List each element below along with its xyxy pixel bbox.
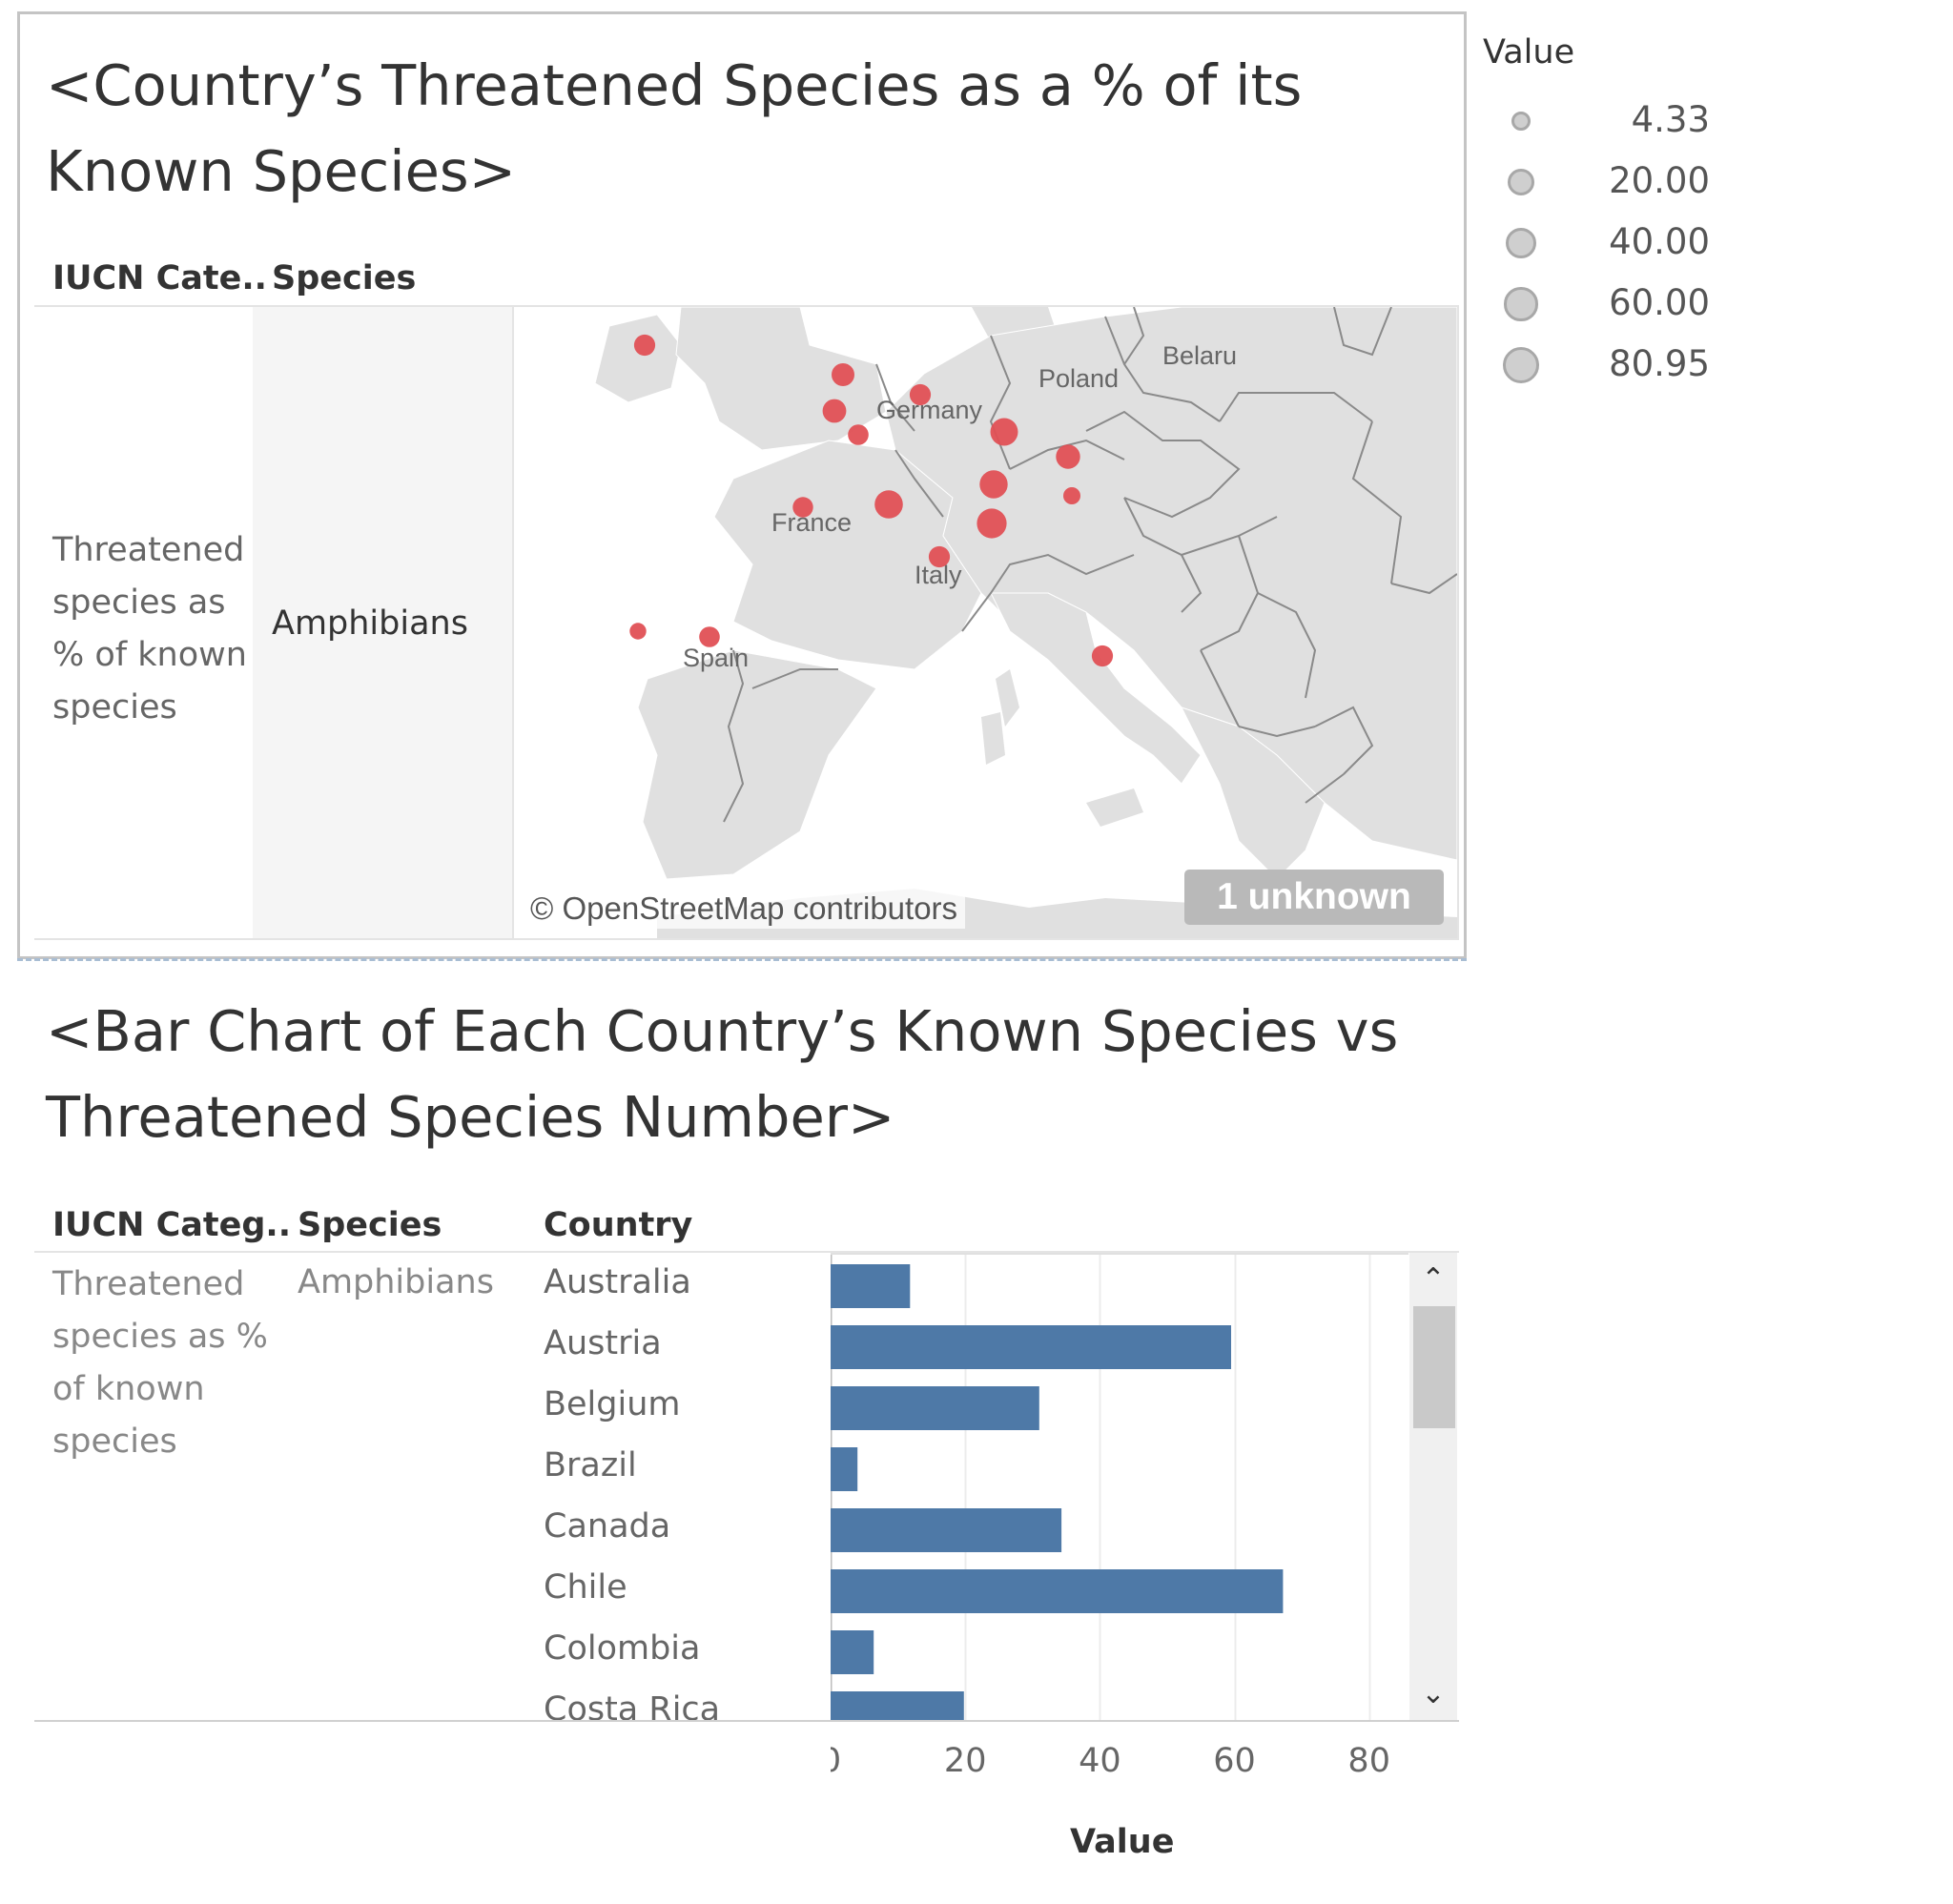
x-tick-label: 0 (831, 1742, 841, 1780)
map-title: <Country’s Threatened Species as a % of … (46, 52, 1303, 204)
bar-costa-rica[interactable] (831, 1691, 964, 1735)
bar-column-header-country[interactable]: Country (544, 1206, 693, 1244)
map-bottom-divider (34, 938, 1459, 940)
legend-label: 20.00 (1609, 160, 1710, 201)
map-label-belarus: Belaru (1162, 341, 1237, 370)
bar-colombia[interactable] (831, 1630, 874, 1674)
country-label[interactable]: Australia (544, 1263, 691, 1301)
map-mark-germany[interactable] (909, 383, 932, 406)
map-mark-france[interactable] (792, 497, 813, 518)
unknown-badge[interactable]: 1 unknown (1184, 870, 1444, 925)
map-mark-italy[interactable] (928, 545, 951, 568)
x-tick-label: 20 (944, 1742, 987, 1780)
bar-column-header-iucn[interactable]: IUCN Categ.. (52, 1206, 292, 1244)
chevron-down-icon[interactable]: ⌄ (1421, 1677, 1446, 1710)
scrollbar-thumb[interactable] (1413, 1306, 1455, 1428)
legend-label: 40.00 (1609, 221, 1710, 262)
legend-item: 80.95 (1483, 337, 1769, 394)
legend-label: 4.33 (1631, 99, 1710, 140)
map-label-germany: Germany (876, 396, 983, 424)
map-mark-luxembourg[interactable] (848, 424, 869, 445)
map-mark-slovakia[interactable] (1056, 444, 1080, 469)
country-label[interactable]: Brazil (544, 1446, 637, 1484)
country-label[interactable]: Chile (544, 1568, 627, 1607)
bar-marks[interactable] (831, 1264, 1284, 1735)
legend-item: 40.00 (1483, 215, 1769, 272)
map-mark-belgium[interactable] (822, 399, 847, 423)
country-label[interactable]: Costa Rica (544, 1690, 721, 1720)
bar-species-value: Amphibians (298, 1263, 494, 1301)
map-marks[interactable] (629, 334, 1114, 667)
country-label[interactable]: Colombia (544, 1629, 701, 1668)
bar-brazil[interactable] (831, 1447, 858, 1491)
x-tick-label: 40 (1079, 1742, 1121, 1780)
map-column-header-iucn[interactable]: IUCN Cate.. (52, 259, 267, 297)
map-mark-greece[interactable] (1091, 645, 1114, 667)
legend-item: 4.33 (1483, 92, 1769, 150)
bar-belgium[interactable] (831, 1386, 1039, 1430)
legend-title: Value (1483, 33, 1575, 72)
size-legend: Value 4.33 20.00 40.00 60.00 80.95 (1483, 33, 1769, 386)
bar-gridlines (830, 1255, 1371, 1720)
country-label[interactable]: Canada (544, 1507, 671, 1546)
legend-label: 60.00 (1609, 282, 1710, 323)
x-axis: 0 20 40 60 80 (820, 1722, 1408, 1798)
map-label-france: France (771, 508, 852, 537)
country-label[interactable]: Belgium (544, 1385, 681, 1423)
map-column-header-species[interactable]: Species (272, 259, 417, 297)
x-tick-label: 60 (1213, 1742, 1256, 1780)
bar-plot-area[interactable] (830, 1253, 1408, 1735)
map-mark-ireland[interactable] (633, 334, 656, 357)
map-mark-netherlands[interactable] (832, 363, 854, 386)
bar-iucn-value: Threatened species as % of known species (52, 1265, 268, 1461)
bar-bottom-divider (34, 1720, 1459, 1722)
header-divider (34, 305, 1459, 307)
legend-size-circle (1511, 112, 1531, 131)
legend-label: 80.95 (1609, 343, 1710, 384)
map-land (594, 307, 1457, 938)
bar-australia[interactable] (831, 1264, 911, 1308)
country-label-column: Australia Austria Belgium Brazil Canada Chile… (534, 1253, 830, 1720)
bar-canada[interactable] (831, 1508, 1062, 1552)
map-mark-slovenia[interactable] (976, 508, 1007, 539)
map-iucn-value: Threatened species as % of known species (52, 531, 247, 727)
map-mark-spain[interactable] (699, 626, 720, 647)
vertical-scrollbar[interactable]: ⌃ ⌄ (1409, 1253, 1457, 1720)
legend-size-circle (1507, 168, 1535, 196)
bar-column-header-species[interactable]: Species (298, 1206, 442, 1244)
map-mark-portugal[interactable] (629, 623, 647, 640)
map-mark-austria[interactable] (979, 470, 1008, 499)
map-species-value: Amphibians (272, 604, 468, 643)
bar-canvas[interactable] (830, 1255, 1408, 1735)
legend-size-circle (1505, 227, 1537, 259)
sheet-divider[interactable] (17, 953, 1467, 961)
x-axis-title: Value (1070, 1823, 1175, 1861)
country-borders (723, 307, 1457, 823)
map-canvas[interactable]: Poland Belaru Germany France Italy Spain (514, 307, 1457, 938)
country-label[interactable]: Austria (544, 1324, 662, 1362)
bar-austria[interactable] (831, 1325, 1231, 1369)
osm-attribution[interactable]: © OpenStreetMap contributors (523, 889, 966, 929)
species-column-band (253, 307, 512, 938)
map-mark-switzerland[interactable] (874, 490, 903, 519)
chevron-up-icon[interactable]: ⌃ (1421, 1262, 1446, 1296)
bar-chile[interactable] (831, 1569, 1284, 1613)
map-mark-hungary[interactable] (1063, 487, 1080, 504)
legend-item: 60.00 (1483, 276, 1769, 333)
bar-chart-title: <Bar Chart of Each Country’s Known Speci… (46, 998, 1399, 1150)
europe-map[interactable]: Poland Belaru Germany France Italy Spain (512, 307, 1459, 938)
map-label-spain: Spain (683, 644, 749, 672)
x-tick-label: 80 (1347, 1742, 1390, 1780)
header-divider (34, 1251, 1459, 1253)
map-mark-czech-republic[interactable] (990, 418, 1018, 446)
legend-size-circle (1504, 287, 1538, 321)
legend-item: 20.00 (1483, 154, 1769, 211)
map-country-labels: Poland Belaru Germany France Italy Spain (683, 341, 1237, 672)
x-axis-canvas: 0 20 40 60 80 (820, 1742, 1390, 1780)
legend-size-circle (1503, 347, 1539, 383)
map-label-poland: Poland (1038, 364, 1119, 393)
